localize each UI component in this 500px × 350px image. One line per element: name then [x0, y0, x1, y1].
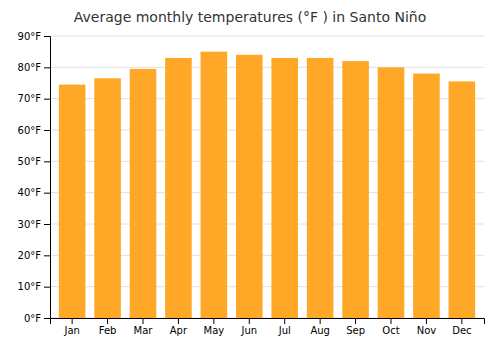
y-tick-mark	[44, 130, 50, 131]
x-tick: Jan	[63, 318, 79, 336]
y-tick-mark	[44, 36, 50, 37]
x-tick-mark	[178, 318, 179, 324]
y-tick: 70°F	[18, 93, 50, 104]
bars	[59, 52, 475, 318]
y-tick-label: 10°F	[18, 281, 42, 292]
y-tick-mark	[44, 255, 50, 256]
y-tick: 30°F	[18, 219, 50, 230]
bar	[271, 58, 298, 318]
x-tick-label: Jun	[240, 325, 257, 336]
y-tick-label: 90°F	[18, 31, 42, 42]
x-axis-line	[51, 319, 485, 325]
x-tick-label: Nov	[417, 325, 437, 336]
y-tick-label: 70°F	[18, 93, 42, 104]
y-tick: 10°F	[18, 281, 50, 292]
bar	[94, 78, 121, 318]
y-tick: 60°F	[18, 125, 50, 136]
x-tick-mark	[426, 318, 427, 324]
x-tick: Dec	[452, 318, 471, 336]
bar	[201, 52, 228, 318]
x-tick: Oct	[382, 318, 399, 336]
bar	[413, 74, 440, 318]
y-tick-label: 60°F	[18, 125, 42, 136]
y-tick-mark	[44, 287, 50, 288]
y-tick-mark	[44, 161, 50, 162]
y-axis: 0°F 10°F 20°F 30°F 40°F 50°F 60°F 70°F 80°F 90°F	[18, 31, 51, 324]
grid-line	[50, 67, 484, 68]
x-tick: Aug	[310, 318, 330, 336]
y-tick-label: 80°F	[18, 62, 42, 73]
y-tick: 40°F	[18, 187, 50, 198]
y-tick-mark	[44, 318, 50, 319]
x-axis: Jan Feb Mar Apr May Jun Jul Aug Sep Oct Nov Dec	[51, 318, 485, 336]
y-axis-line	[44, 37, 51, 319]
y-tick-label: 50°F	[18, 156, 42, 167]
y-tick-mark	[44, 193, 50, 194]
x-tick: Jun	[240, 318, 257, 336]
x-tick-mark	[391, 318, 392, 324]
y-tick-label: 20°F	[18, 250, 42, 261]
x-tick-mark	[107, 318, 108, 324]
y-tick: 90°F	[18, 31, 50, 42]
x-tick-mark	[320, 318, 321, 324]
grid-line	[50, 36, 484, 37]
x-tick-mark	[249, 318, 250, 324]
chart: 0°F 10°F 20°F 30°F 40°F 50°F 60°F 70°F 80°F 90°F J…	[0, 0, 500, 350]
grid	[50, 36, 484, 318]
x-tick-mark	[284, 318, 285, 324]
x-tick: Feb	[99, 318, 117, 336]
bar	[378, 67, 405, 318]
x-tick-label: Sep	[346, 325, 365, 336]
bar	[307, 58, 334, 318]
y-tick-mark	[44, 99, 50, 100]
y-tick: 50°F	[18, 156, 50, 167]
bar	[165, 58, 192, 318]
y-tick-label: 40°F	[18, 187, 42, 198]
x-tick-mark	[143, 318, 144, 324]
x-tick-label: Oct	[382, 325, 399, 336]
x-tick-label: Mar	[134, 325, 154, 336]
x-tick: Mar	[134, 318, 154, 336]
x-tick-mark	[213, 318, 214, 324]
x-tick-label: Jan	[63, 325, 79, 336]
x-tick-label: May	[204, 325, 225, 336]
y-tick-label: 30°F	[18, 219, 42, 230]
y-tick-mark	[44, 224, 50, 225]
title: Average monthly temperatures (°F ) in Sa…	[74, 9, 426, 25]
bar	[449, 81, 476, 318]
y-tick-mark	[44, 67, 50, 68]
x-tick-label: Aug	[310, 325, 330, 336]
plot: 0°F 10°F 20°F 30°F 40°F 50°F 60°F 70°F 80°F 90°F J…	[18, 31, 485, 336]
x-tick-label: Jul	[278, 325, 291, 336]
x-tick: Apr	[170, 318, 188, 336]
bar	[59, 85, 86, 318]
x-tick: Jul	[278, 318, 291, 336]
x-tick-mark	[72, 318, 73, 324]
x-tick-label: Dec	[452, 325, 471, 336]
x-tick: May	[204, 318, 225, 336]
bar	[236, 55, 263, 318]
y-tick: 20°F	[18, 250, 50, 261]
x-tick: Sep	[346, 318, 365, 336]
y-tick: 0°F	[24, 313, 50, 324]
bar	[342, 61, 369, 318]
x-tick-label: Apr	[170, 325, 188, 336]
x-tick-mark	[355, 318, 356, 324]
x-tick: Nov	[417, 318, 437, 336]
y-tick: 80°F	[18, 62, 50, 73]
bar	[130, 69, 157, 318]
y-tick-label: 0°F	[24, 313, 41, 324]
x-tick-label: Feb	[99, 325, 117, 336]
x-tick-mark	[461, 318, 462, 324]
